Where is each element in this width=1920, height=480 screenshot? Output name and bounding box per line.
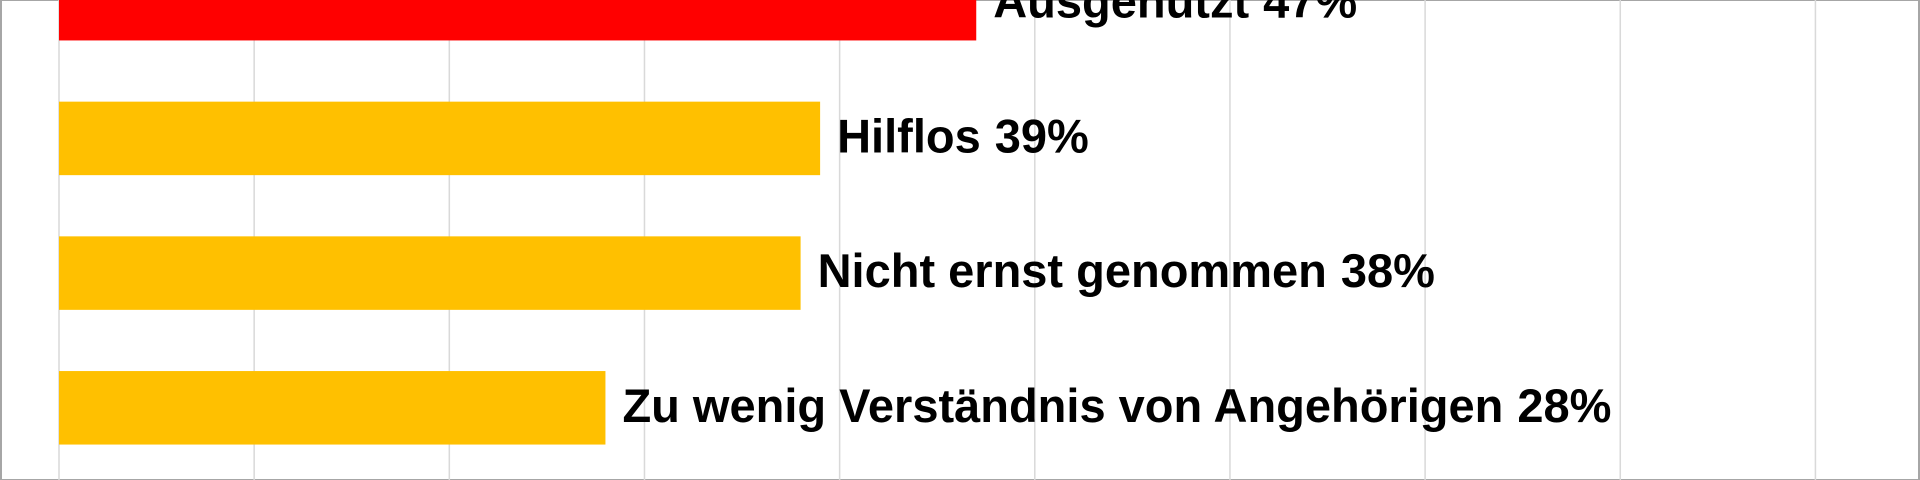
value-label: 28% [1517,379,1611,432]
value-label: 39% [995,110,1089,163]
category-label: Ausgenutzt [993,0,1249,28]
bar [59,371,606,445]
bar-label: Zu wenig Verständnis von Angehörigen 28% [622,379,1611,432]
category-label: Zu wenig Verständnis von Angehörigen [622,379,1503,432]
bar-label: Ausgenutzt 47% [993,0,1357,28]
value-label: 47% [1263,0,1357,28]
bar [59,101,821,176]
category-label: Hilflos [837,110,981,163]
category-label: Nicht ernst genommen [818,245,1327,298]
value-label: 38% [1341,245,1435,298]
bar-label: Hilflos 39% [837,110,1089,163]
bar-label: Nicht ernst genommen 38% [818,245,1435,298]
bar [59,236,801,310]
bar [59,0,977,41]
